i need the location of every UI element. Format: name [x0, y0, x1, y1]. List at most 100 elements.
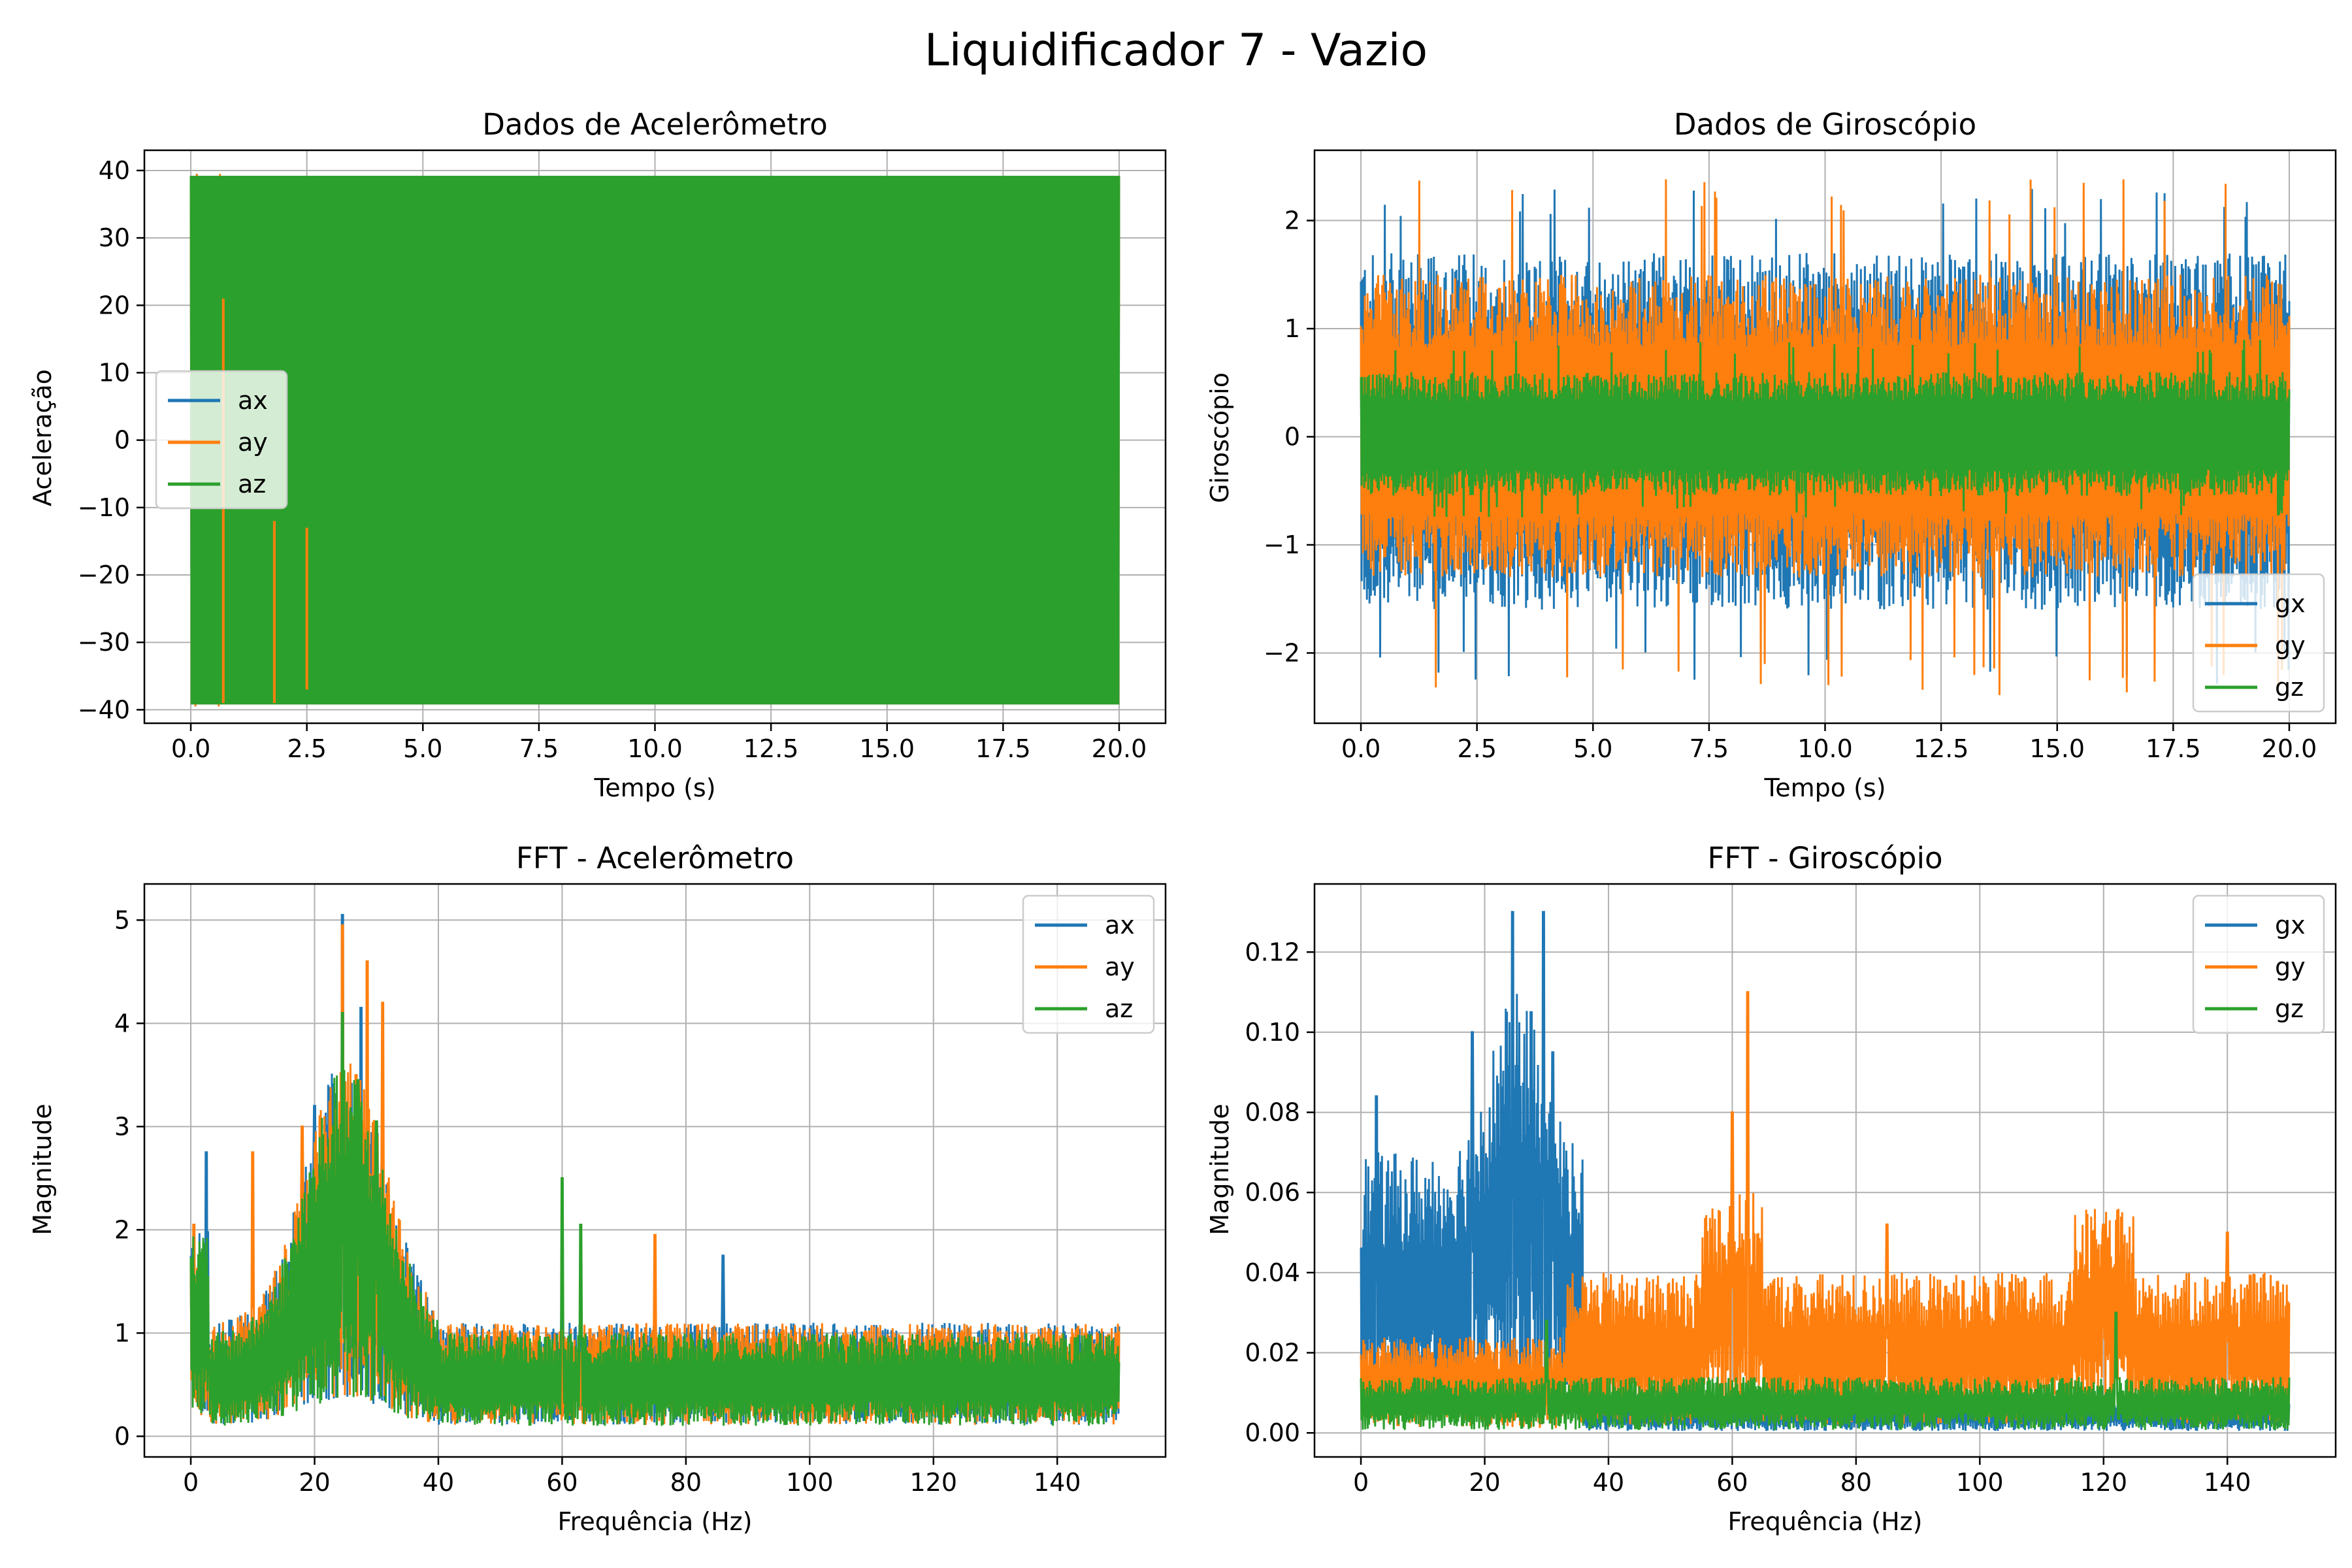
x-tick-label: 10.0 [1797, 734, 1853, 763]
panel-title: Dados de Giroscópio [1674, 107, 1976, 142]
series-az-band [191, 176, 1119, 705]
legend-box [155, 370, 288, 510]
panel-title: FFT - Acelerômetro [516, 841, 794, 875]
legend-label-gx: gx [2275, 911, 2306, 939]
x-tick-label: 20 [1469, 1468, 1500, 1497]
legend-label-gz: gz [2275, 673, 2304, 702]
x-tick-label: 20.0 [2262, 734, 2317, 763]
y-tick-label: 2 [114, 1215, 130, 1244]
panel-fft-gyro: 0 20 40 60 80 100 120 140 0.00 0.02 0.04 0.06 0.08 0.… [1205, 841, 2337, 1536]
x-tick-label: 100 [1956, 1468, 2004, 1497]
y-tick-label: 0.12 [1245, 938, 1300, 966]
legend: ax ay az [155, 370, 288, 510]
legend: gx gy gz [2192, 573, 2325, 713]
y-tick-label: 40 [99, 156, 130, 185]
y-axis-label: Aceleração [28, 369, 57, 506]
y-axis-label: Magnitude [1205, 1103, 1234, 1235]
legend-label-gx: gx [2275, 589, 2306, 618]
figure-title: Liquidificador 7 - Vazio [924, 25, 1428, 76]
legend-box [2192, 573, 2325, 713]
legend-label-az: az [238, 470, 266, 498]
axes-frame [143, 883, 1167, 1458]
y-tick-label: 0.06 [1245, 1178, 1300, 1207]
x-tick-label: 7.5 [1690, 734, 1729, 763]
x-tick-label: 80 [670, 1468, 702, 1497]
y-tick-label: 0.00 [1245, 1418, 1300, 1447]
x-tick-label: 100 [786, 1468, 834, 1497]
y-tick-label: 5 [114, 906, 130, 934]
legend-label-az: az [1105, 994, 1133, 1023]
x-tick-label: 0 [1353, 1468, 1369, 1497]
legend-label-gy: gy [2275, 953, 2306, 981]
series-ay-line [189, 924, 1120, 1426]
x-tick-label: 40 [423, 1468, 454, 1497]
legend-label-gy: gy [2275, 631, 2306, 660]
x-tick-label: 60 [546, 1468, 578, 1497]
legend-label-ay: ay [238, 428, 268, 457]
series-az-line [189, 1012, 1120, 1426]
x-tick-label: 0.0 [171, 734, 210, 763]
y-tick-label: 0 [114, 1422, 130, 1450]
y-tick-label: 4 [114, 1009, 130, 1037]
legend-label-ax: ax [238, 386, 268, 415]
x-tick-label: 60 [1716, 1468, 1748, 1497]
x-axis-label: Frequência (Hz) [558, 1507, 753, 1536]
y-tick-label: 2 [1284, 206, 1300, 235]
plot-area [1360, 911, 2291, 1431]
plot-area [189, 174, 1120, 707]
y-tick-label: 1 [114, 1318, 130, 1347]
axes-frame [1313, 883, 2337, 1458]
x-tick-label: 15.0 [859, 734, 915, 763]
x-tick-label: 20 [299, 1468, 330, 1497]
y-tick-label: −40 [78, 695, 130, 724]
x-tick-label: 120 [910, 1468, 958, 1497]
y-tick-label: 0.10 [1245, 1018, 1300, 1047]
plot-area [189, 913, 1120, 1426]
panel-accel: 0.0 2.5 5.0 7.5 10.0 12.5 15.0 17.5 20.0 −40 −30 −2… [28, 107, 1167, 802]
x-tick-label: 20.0 [1092, 734, 1147, 763]
x-tick-label: 5.0 [1573, 734, 1612, 763]
panel-fft-accel: 0 20 40 60 80 100 120 140 0 1 2 3 4 5 FFT - Acelerômet… [28, 841, 1167, 1536]
x-tick-label: 5.0 [403, 734, 442, 763]
x-tick-label: 0 [183, 1468, 199, 1497]
x-tick-label: 12.5 [743, 734, 799, 763]
y-tick-label: 0.08 [1245, 1098, 1300, 1127]
x-tick-label: 140 [2204, 1468, 2251, 1497]
x-tick-label: 12.5 [1914, 734, 1969, 763]
x-tick-label: 15.0 [2029, 734, 2085, 763]
y-tick-label: 20 [99, 291, 130, 319]
x-tick-label: 120 [2080, 1468, 2128, 1497]
legend-label-ax: ax [1105, 911, 1135, 939]
y-tick-label: 0 [114, 426, 130, 455]
panel-gyro: 0.0 2.5 5.0 7.5 10.0 12.5 15.0 17.5 20.0 −2 −1 0 1 2 D… [1205, 107, 2337, 802]
panel-title: FFT - Giroscópio [1707, 841, 1942, 875]
x-tick-label: 10.0 [627, 734, 683, 763]
x-tick-label: 80 [1840, 1468, 1872, 1497]
x-tick-label: 7.5 [519, 734, 559, 763]
y-tick-label: −1 [1264, 531, 1300, 559]
y-tick-label: 10 [99, 358, 130, 387]
x-tick-label: 17.5 [2146, 734, 2201, 763]
y-tick-label: −30 [78, 628, 130, 657]
legend-box [1022, 894, 1155, 1034]
legend-box [2192, 894, 2325, 1034]
y-axis-label: Giroscópio [1205, 372, 1234, 503]
y-tick-label: 0.04 [1245, 1258, 1300, 1287]
y-tick-label: −20 [78, 561, 130, 589]
series-gy-line [1360, 991, 2291, 1428]
x-axis-label: Frequência (Hz) [1728, 1507, 1923, 1536]
x-tick-label: 2.5 [287, 734, 326, 763]
y-tick-label: 30 [99, 223, 130, 252]
y-tick-label: −2 [1264, 638, 1300, 667]
x-tick-label: 2.5 [1457, 734, 1496, 763]
plot-area [1360, 179, 2291, 696]
legend-label-gz: gz [2275, 994, 2304, 1023]
x-axis-label: Tempo (s) [1763, 774, 1886, 802]
x-tick-label: 0.0 [1341, 734, 1380, 763]
x-tick-label: 140 [1034, 1468, 1081, 1497]
y-tick-label: 0 [1284, 423, 1300, 451]
x-tick-label: 17.5 [975, 734, 1031, 763]
y-tick-label: 1 [1284, 314, 1300, 343]
y-tick-label: −10 [78, 493, 130, 522]
